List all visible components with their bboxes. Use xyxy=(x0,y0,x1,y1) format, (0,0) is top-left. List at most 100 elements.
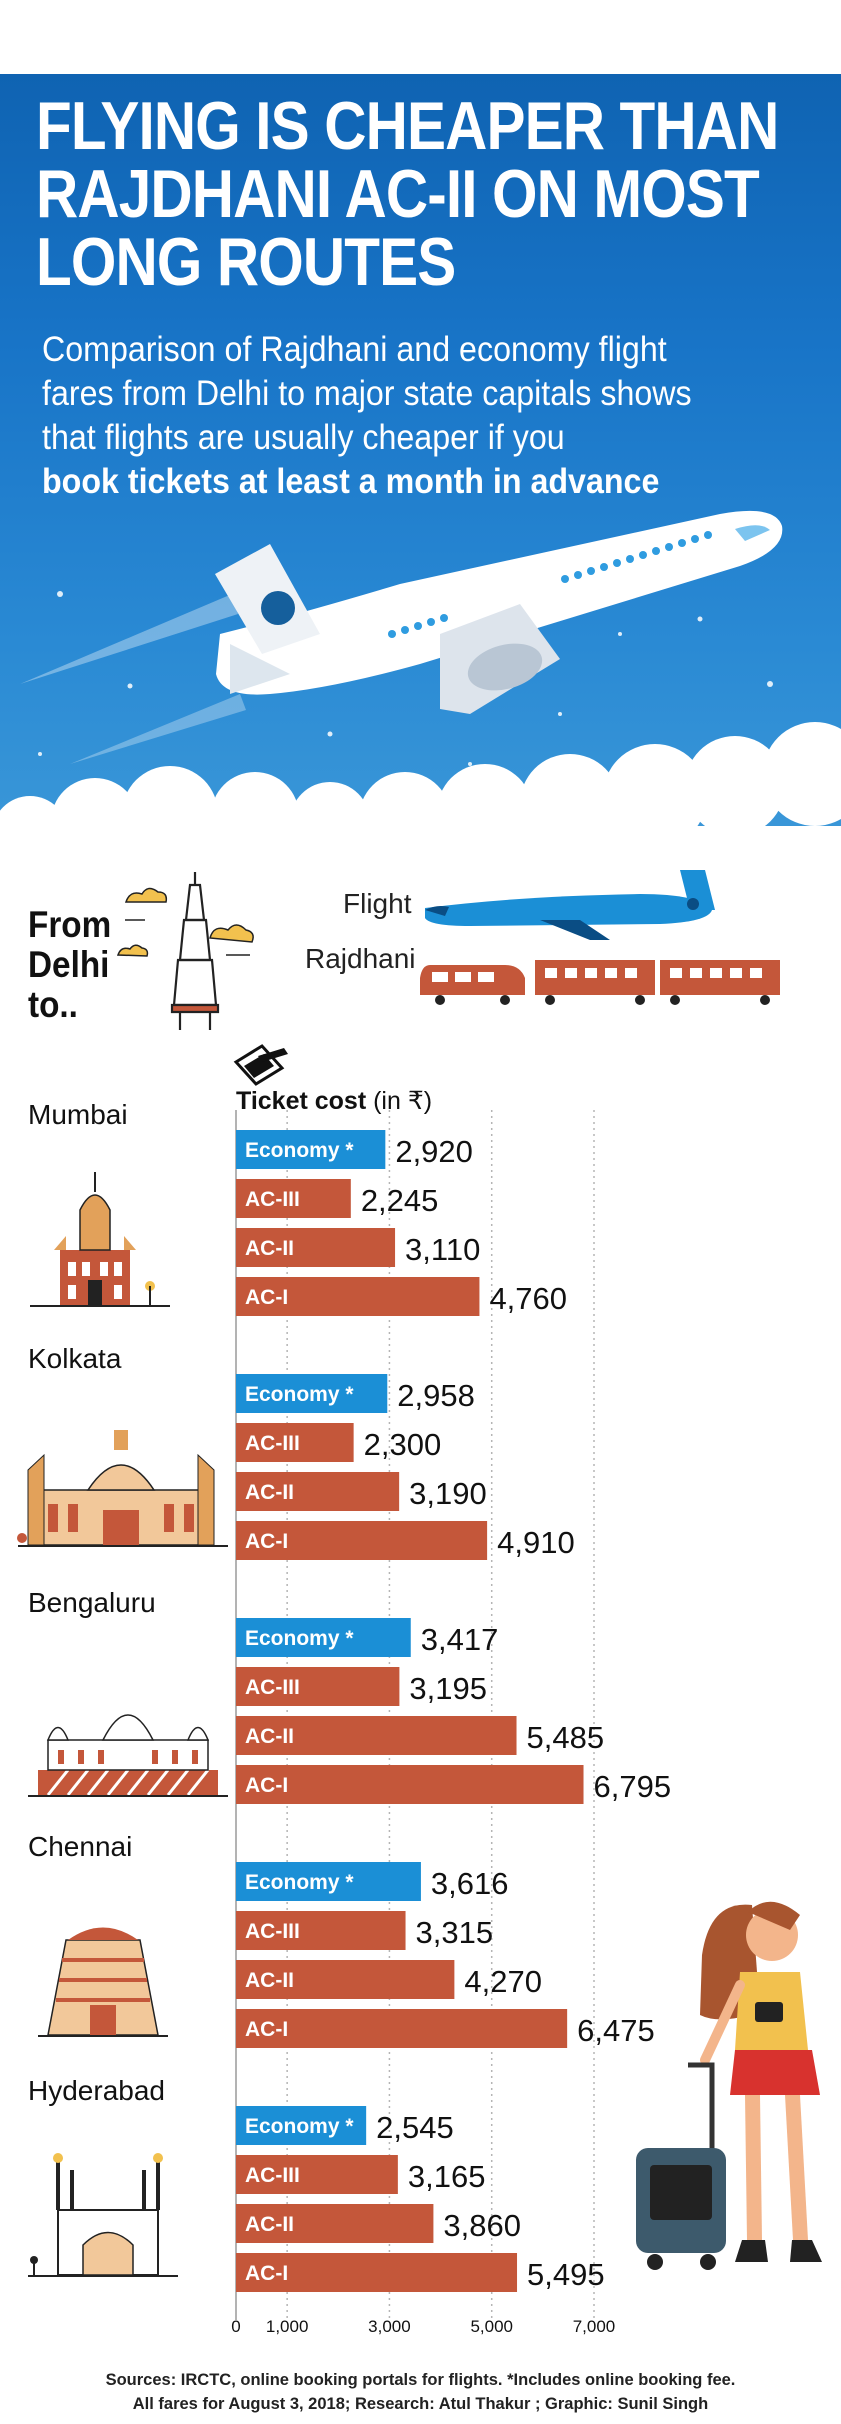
bar-series-label: AC-III xyxy=(245,1676,300,1699)
bar-value-label: 4,910 xyxy=(497,1525,575,1560)
train-bar xyxy=(236,1423,354,1462)
bar-series-label: Economy * xyxy=(245,1627,354,1650)
train-bar xyxy=(236,1228,396,1267)
bar-value-label: 6,795 xyxy=(594,1769,672,1804)
landmarks xyxy=(17,1172,228,2277)
contrail-upper xyxy=(20,594,238,684)
bar-value-label: 5,495 xyxy=(527,2257,605,2292)
bar-series-label: Economy * xyxy=(245,1139,354,1162)
ticket-cost-label: Ticket cost (in ₹) xyxy=(236,1086,432,1116)
x-tick-label: 7,000 xyxy=(573,2317,616,2336)
sources-line: Sources: IRCTC, online booking portals f… xyxy=(105,2371,736,2389)
train-bar xyxy=(236,1521,488,1560)
bar-value-label: 4,760 xyxy=(489,1281,567,1316)
bar-series-label: AC-I xyxy=(245,2262,288,2285)
bars: Economy * 2,920 AC-III 2,245 AC-II 3,110 AC-I 4… xyxy=(236,1130,671,2292)
subtitle-line: Comparison of Rajdhani and economy fligh… xyxy=(42,330,667,369)
qutub-minar-icon xyxy=(170,872,220,1030)
bar-series-label: AC-II xyxy=(245,2213,294,2236)
title-line: RAJDHANI AC-II ON MOST xyxy=(36,156,760,232)
train-bar xyxy=(236,1716,517,1755)
sources-line: All fares for August 3, 2018; Research: … xyxy=(132,2395,709,2413)
header-illustration xyxy=(0,510,841,854)
mumbai-landmark-icon xyxy=(30,1172,170,1307)
legend-train-label: Rajdhani xyxy=(305,943,416,974)
bar-value-label: 3,616 xyxy=(431,1866,509,1901)
stars-decoration xyxy=(38,591,792,776)
bar-value-label: 2,920 xyxy=(395,1134,473,1169)
bar-value-label: 5,485 xyxy=(527,1720,605,1755)
bar-series-label: AC-II xyxy=(245,1969,294,1992)
train-bar xyxy=(236,2204,434,2243)
x-axis: 0 1,000 3,000 5,000 7,000 xyxy=(231,2317,615,2336)
legend-illustration xyxy=(116,870,780,1030)
bar-value-label: 4,270 xyxy=(464,1964,542,1999)
bar-value-label: 2,545 xyxy=(376,2110,454,2145)
bar-series-label: AC-II xyxy=(245,1725,294,1748)
city-label: Hyderabad xyxy=(28,2075,165,2106)
city-label: Mumbai xyxy=(28,1100,128,1130)
economy-bar xyxy=(236,1862,421,1901)
contrail-lower xyxy=(70,694,246,764)
train-bar xyxy=(236,1472,400,1511)
from-line: Delhi xyxy=(28,944,110,985)
city-label: Bengaluru xyxy=(28,1587,156,1618)
cloud-icon xyxy=(116,887,254,957)
page-title: FLYING IS CHEAPER THAN RAJDHANI AC-II ON… xyxy=(36,88,779,300)
from-delhi-label: From Delhi to.. xyxy=(28,905,111,1025)
airplane-icon xyxy=(215,510,783,714)
train-bar xyxy=(236,1277,480,1316)
kolkata-landmark-icon xyxy=(17,1430,228,1547)
bar-value-label: 3,190 xyxy=(409,1476,487,1511)
subtitle-line: that flights are usually cheaper if you xyxy=(42,418,565,457)
bar-value-label: 3,110 xyxy=(405,1232,480,1267)
bar-series-label: Economy * xyxy=(245,2115,354,2138)
bar-series-label: AC-III xyxy=(245,1432,300,1455)
ticket-cost-unit: (in ₹) xyxy=(373,1087,433,1115)
subtitle-line: fares from Delhi to major state capitals… xyxy=(42,374,692,413)
chennai-landmark-icon xyxy=(38,1927,168,2037)
top-margin xyxy=(0,0,841,74)
ticket-cost-text: Ticket cost xyxy=(236,1087,367,1115)
bar-series-label: AC-I xyxy=(245,1530,288,1553)
economy-bar xyxy=(236,1374,388,1413)
train-bar xyxy=(236,1960,455,1999)
bar-value-label: 2,245 xyxy=(361,1183,439,1218)
x-tick-label: 5,000 xyxy=(470,2317,513,2336)
bar-series-label: AC-III xyxy=(245,2164,300,2187)
bar-series-label: Economy * xyxy=(245,1383,354,1406)
economy-bar xyxy=(236,2106,367,2145)
train-bar xyxy=(236,1179,351,1218)
sources-note: Sources: IRCTC, online booking portals f… xyxy=(0,2368,841,2416)
clouds-decoration xyxy=(0,722,841,854)
x-tick-label: 1,000 xyxy=(266,2317,309,2336)
x-tick-label: 3,000 xyxy=(368,2317,411,2336)
train-bar xyxy=(236,2009,568,2048)
bar-value-label: 3,417 xyxy=(421,1622,499,1657)
bar-series-label: AC-I xyxy=(245,1286,288,1309)
x-tick-label: 0 xyxy=(231,2317,240,2336)
bar-series-label: Economy * xyxy=(245,1871,354,1894)
bar-value-label: 2,300 xyxy=(364,1427,442,1462)
header-sky xyxy=(0,74,841,834)
train-bar xyxy=(236,1911,406,1950)
rajdhani-legend-icon xyxy=(420,960,780,1005)
train-bar xyxy=(236,1765,584,1804)
title-line: FLYING IS CHEAPER THAN xyxy=(36,88,779,164)
legend-flight-label: Flight xyxy=(343,888,412,919)
title-line: LONG ROUTES xyxy=(36,224,456,300)
economy-bar xyxy=(236,1618,411,1657)
fare-bar-chart: Economy * 2,920 AC-III 2,245 AC-II 3,110 AC-I 4… xyxy=(17,1100,671,2336)
bengaluru-landmark-icon xyxy=(28,1714,228,1797)
bar-value-label: 3,860 xyxy=(443,2208,521,2243)
train-bar xyxy=(236,2155,398,2194)
bar-series-label: AC-III xyxy=(245,1920,300,1943)
economy-bar xyxy=(236,1130,386,1169)
from-line: to.. xyxy=(28,984,78,1025)
bar-value-label: 3,165 xyxy=(408,2159,486,2194)
hyderabad-landmark-icon xyxy=(28,2153,178,2277)
bar-value-label: 2,958 xyxy=(397,1378,475,1413)
bar-value-label: 3,315 xyxy=(416,1915,494,1950)
from-line: From xyxy=(28,904,112,945)
bar-series-label: AC-II xyxy=(245,1237,294,1260)
